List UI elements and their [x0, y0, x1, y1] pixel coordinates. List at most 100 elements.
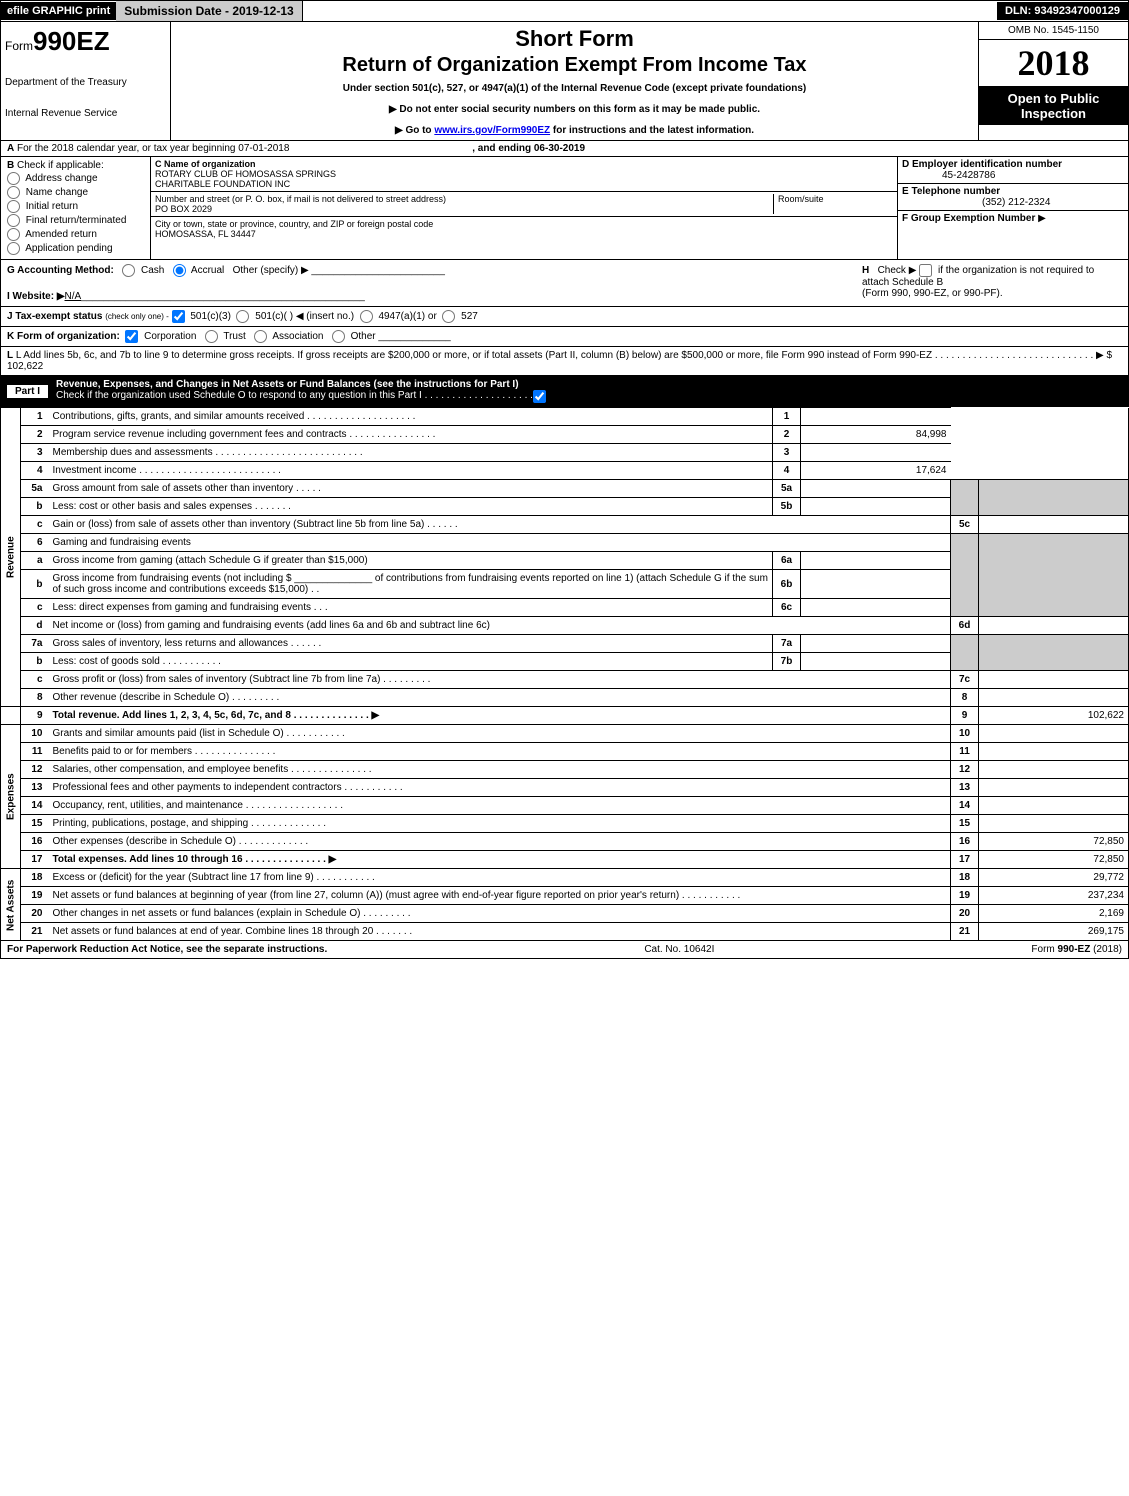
t11: Benefits paid to or for members . . . . … [49, 743, 951, 761]
part1-schedo-cb[interactable] [533, 390, 546, 403]
t12: Salaries, other compensation, and employ… [49, 761, 951, 779]
ein: 45-2428786 [942, 170, 995, 181]
short-form-title: Short Form [175, 26, 974, 52]
header-right: OMB No. 1545-1150 2018 Open to PublicIns… [978, 22, 1128, 140]
label-b: B [7, 160, 14, 171]
instr2-pre: ▶ Go to [395, 125, 434, 136]
a10 [979, 725, 1129, 743]
s6a: 6a [773, 552, 801, 570]
footer: For Paperwork Reduction Act Notice, see … [0, 941, 1129, 959]
ck-pending[interactable]: Application pending [7, 242, 144, 255]
sa5b [801, 498, 951, 516]
t20: Other changes in net assets or fund bala… [49, 905, 951, 923]
c15: 15 [951, 815, 979, 833]
k-corp-cb[interactable] [125, 330, 138, 343]
irs-link[interactable]: www.irs.gov/Form990EZ [434, 125, 550, 136]
subtitle: Under section 501(c), 527, or 4947(a)(1)… [175, 83, 974, 94]
s7b: 7b [773, 653, 801, 671]
row-g: G Accounting Method: Cash Accrual Other … [7, 264, 862, 277]
c21: 21 [951, 923, 979, 941]
a7c [979, 671, 1129, 689]
grey6 [951, 534, 979, 617]
f-arrow: ▶ [1038, 213, 1046, 224]
t13: Professional fees and other payments to … [49, 779, 951, 797]
inspect2: Inspection [1021, 106, 1086, 121]
c19: 19 [951, 887, 979, 905]
g-cash-radio[interactable] [122, 264, 135, 277]
i-label: I Website: ▶ [7, 291, 65, 302]
g-other: Other (specify) ▶ [233, 265, 309, 276]
j-501c-cb[interactable] [236, 310, 249, 323]
n19: 19 [21, 887, 49, 905]
n5b: b [21, 498, 49, 516]
j-501c3-cb[interactable] [172, 310, 185, 323]
h-checkbox[interactable] [919, 264, 932, 277]
c1: 1 [773, 408, 801, 426]
sa7a [801, 635, 951, 653]
k-other: Other [351, 331, 376, 342]
k-trust-cb[interactable] [205, 330, 218, 343]
c13: 13 [951, 779, 979, 797]
row-l: L L Add lines 5b, 6c, and 7b to line 9 t… [0, 347, 1129, 376]
n15: 15 [21, 815, 49, 833]
addr: PO BOX 2029 [155, 204, 212, 214]
a8 [979, 689, 1129, 707]
j-4947-cb[interactable] [360, 310, 373, 323]
a20: 2,169 [979, 905, 1129, 923]
n8: 8 [21, 689, 49, 707]
n20: 20 [21, 905, 49, 923]
k-other-cb[interactable] [332, 330, 345, 343]
part1-label: Part I [7, 385, 48, 398]
g-accrual-radio[interactable] [173, 264, 186, 277]
org-line2: CHARITABLE FOUNDATION INC [155, 179, 290, 189]
f-label: F Group Exemption Number [902, 213, 1035, 224]
t16: Other expenses (describe in Schedule O) … [49, 833, 951, 851]
e-label: E Telephone number [902, 186, 1000, 197]
ck-name-change[interactable]: Name change [7, 186, 144, 199]
inspect1: Open to Public [1008, 91, 1100, 106]
ck-amended[interactable]: Amended return [7, 228, 144, 241]
side-netassets: Net Assets [1, 869, 21, 941]
t6a: Gross income from gaming (attach Schedul… [49, 552, 773, 570]
footer-mid: Cat. No. 10642I [644, 944, 714, 955]
header-center: Short Form Return of Organization Exempt… [171, 22, 978, 140]
j-527: 527 [461, 311, 478, 322]
t1: Contributions, gifts, grants, and simila… [49, 408, 773, 426]
instr2-post: for instructions and the latest informat… [550, 125, 754, 136]
row-i: I Website: ▶N/A_________________________… [7, 291, 862, 302]
n11: 11 [21, 743, 49, 761]
t15: Printing, publications, postage, and shi… [49, 815, 951, 833]
c5c: 5c [951, 516, 979, 534]
g-accrual: Accrual [191, 265, 224, 276]
c20: 20 [951, 905, 979, 923]
c7c: 7c [951, 671, 979, 689]
t7a: Gross sales of inventory, less returns a… [49, 635, 773, 653]
a2: 84,998 [801, 426, 951, 444]
c17: 17 [951, 851, 979, 869]
ck-final-return[interactable]: Final return/terminated [7, 214, 144, 227]
dln: DLN: 93492347000129 [997, 2, 1128, 20]
j-527-cb[interactable] [442, 310, 455, 323]
opt-address: Address change [25, 173, 97, 184]
a14 [979, 797, 1129, 815]
t2: Program service revenue including govern… [49, 426, 773, 444]
ck-address-change[interactable]: Address change [7, 172, 144, 185]
dept-treasury: Department of the Treasury [5, 77, 166, 88]
n5c: c [21, 516, 49, 534]
header-left: Form990EZ Department of the Treasury Int… [1, 22, 171, 140]
n17: 17 [21, 851, 49, 869]
t19: Net assets or fund balances at beginning… [49, 887, 951, 905]
t6d: Net income or (loss) from gaming and fun… [49, 617, 951, 635]
opt-name: Name change [26, 187, 88, 198]
c12: 12 [951, 761, 979, 779]
n13: 13 [21, 779, 49, 797]
k-assoc-cb[interactable] [254, 330, 267, 343]
n21: 21 [21, 923, 49, 941]
a1 [801, 408, 951, 426]
a18: 29,772 [979, 869, 1129, 887]
part1-header: Part I Revenue, Expenses, and Changes in… [0, 376, 1129, 407]
t4: Investment income . . . . . . . . . . . … [49, 462, 773, 480]
topbar: efile GRAPHIC print Submission Date - 20… [0, 0, 1129, 22]
ck-initial-return[interactable]: Initial return [7, 200, 144, 213]
footer-left: For Paperwork Reduction Act Notice, see … [7, 944, 327, 955]
